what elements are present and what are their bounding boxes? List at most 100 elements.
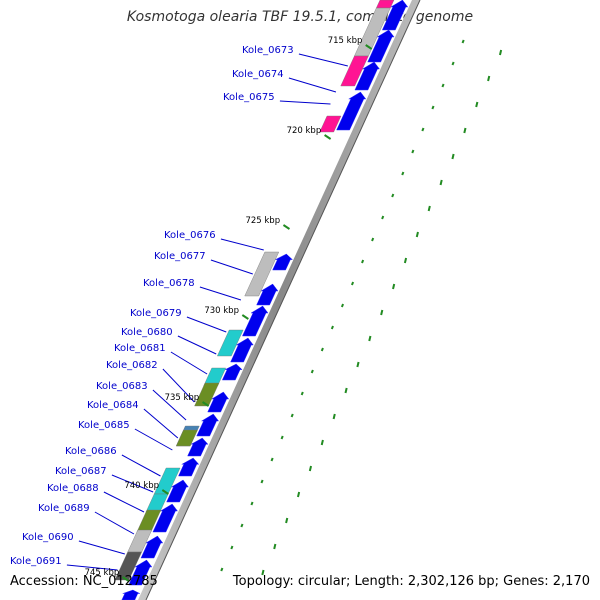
feature-block xyxy=(114,551,143,581)
gene-label: Kole_0678 xyxy=(143,278,195,289)
cds-arrow xyxy=(140,535,164,559)
gc-dash xyxy=(461,39,465,44)
gc-dash xyxy=(320,439,324,446)
gc-dash xyxy=(344,387,348,394)
gc-dash xyxy=(220,567,224,572)
kbp-label: 730 kbp xyxy=(204,306,239,316)
feature-block xyxy=(194,382,220,407)
gc-dash xyxy=(487,75,491,82)
feature-block xyxy=(340,55,369,87)
gene-label: Kole_0673 xyxy=(242,45,294,56)
feature-block xyxy=(244,251,280,297)
gc-dash xyxy=(381,215,385,220)
summary-text: Topology: circular; Length: 2,302,126 bp… xyxy=(232,574,590,589)
label-leader xyxy=(94,511,135,535)
gc-dash xyxy=(451,153,455,160)
gc-dash xyxy=(270,457,274,462)
genome-backbone xyxy=(138,0,421,600)
cds-arrow xyxy=(166,479,189,503)
kbp-label: 735 kbp xyxy=(165,393,200,403)
cds-arrow xyxy=(207,391,230,413)
feature-block xyxy=(319,115,342,133)
cds-arrow xyxy=(354,61,381,91)
gc-dash xyxy=(300,391,304,396)
label-leader xyxy=(103,491,145,513)
label-leader xyxy=(279,100,331,105)
gene-labels: Kole_0673 Kole_0674 Kole_0675 Kole_0676 Kole… xyxy=(10,45,294,567)
gc-dash xyxy=(421,127,425,132)
gene-label: Kole_0686 xyxy=(65,446,117,457)
gc-dash xyxy=(415,231,419,238)
gc-dash xyxy=(441,83,445,88)
cds-arrow xyxy=(336,91,367,131)
gc-dash xyxy=(330,325,334,330)
feature-block xyxy=(216,329,244,357)
feature-track xyxy=(114,0,409,600)
label-leader xyxy=(121,454,161,477)
gc-dash xyxy=(392,283,396,290)
gc-dash xyxy=(380,309,384,316)
gc-dash xyxy=(350,281,355,286)
cds-arrow xyxy=(230,337,254,363)
label-leader xyxy=(78,540,125,555)
kbp-label: 745 kbp xyxy=(85,568,120,578)
gc-dash xyxy=(411,149,415,154)
cds-arrow xyxy=(187,437,209,457)
gc-content-track xyxy=(220,39,503,576)
kbp-label: 740 kbp xyxy=(124,481,159,491)
gc-dash xyxy=(280,435,284,440)
gc-dash xyxy=(371,237,375,242)
gc-dash xyxy=(451,61,455,66)
cds-arrow xyxy=(128,559,153,586)
gc-dash xyxy=(285,517,289,524)
gc-dash xyxy=(308,465,313,472)
cds-arrow xyxy=(121,589,140,600)
gc-dash xyxy=(361,259,365,264)
gc-dash xyxy=(356,361,360,368)
kbp-tick xyxy=(161,489,169,495)
gc-dash xyxy=(403,257,408,264)
gc-dash xyxy=(260,479,264,484)
label-leader xyxy=(298,53,348,67)
cds-arrow xyxy=(256,283,279,306)
gene-label: Kole_0682 xyxy=(106,360,158,371)
gc-dash xyxy=(401,171,405,176)
kbp-tick xyxy=(122,576,130,582)
kbp-label: 725 kbp xyxy=(245,216,280,226)
gene-label: Kole_0683 xyxy=(96,381,148,392)
label-leader xyxy=(66,564,118,571)
kbp-ticks: 715 kbp 720 kbp 725 kbp 730 kbp 735 kbp 740 k… xyxy=(85,36,373,582)
kbp-tick xyxy=(282,224,291,230)
label-leader xyxy=(170,351,208,375)
gene-label: Kole_0685 xyxy=(78,420,130,431)
gc-dash xyxy=(230,545,234,550)
gc-dash xyxy=(296,491,301,498)
cds-arrow xyxy=(221,363,243,381)
label-leader xyxy=(177,335,217,355)
cds-arrow xyxy=(242,305,269,337)
gc-dash xyxy=(439,179,443,186)
cds-arrow xyxy=(367,29,395,63)
cds-arrow xyxy=(152,503,179,533)
accession-text: Accession: NC_012785 xyxy=(10,574,158,589)
label-leader xyxy=(143,408,179,439)
kbp-label: 715 kbp xyxy=(328,36,363,46)
label-leader xyxy=(210,259,253,275)
gc-dash xyxy=(240,523,244,528)
gc-dash xyxy=(463,127,467,134)
gc-dash xyxy=(427,205,431,212)
gene-label: Kole_0690 xyxy=(22,532,74,543)
gc-dash xyxy=(290,413,294,418)
gene-label: Kole_0675 xyxy=(223,92,275,103)
gc-dash xyxy=(340,303,345,308)
gene-label: Kole_0681 xyxy=(114,343,166,354)
kbp-tick xyxy=(241,314,249,320)
feature-block xyxy=(175,429,198,447)
gene-label: Kole_0674 xyxy=(232,69,284,80)
label-leaders xyxy=(66,53,348,571)
label-leader xyxy=(288,77,337,93)
gc-dash xyxy=(273,543,277,550)
gc-dash xyxy=(250,501,254,506)
gene-label: Kole_0687 xyxy=(55,466,107,477)
